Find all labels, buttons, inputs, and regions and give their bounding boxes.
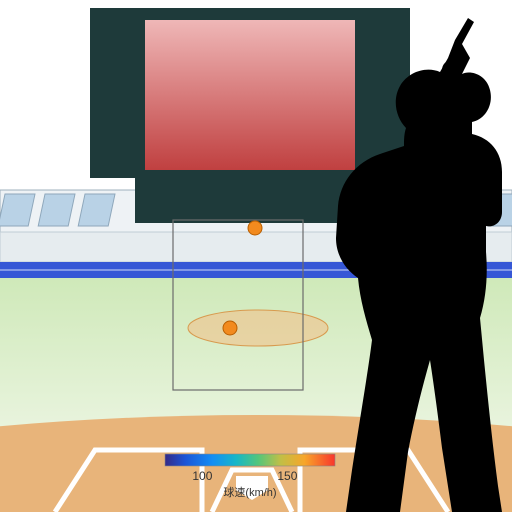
legend-label: 球速(km/h) [223, 485, 276, 499]
pitch-marker-1 [223, 321, 237, 335]
pitch-marker-0 [248, 221, 262, 235]
legend-tick-100: 100 [192, 469, 212, 483]
pitch-location-chart: 100 150球速(km/h) [0, 0, 512, 512]
legend-tick-150: 150 [277, 469, 297, 483]
